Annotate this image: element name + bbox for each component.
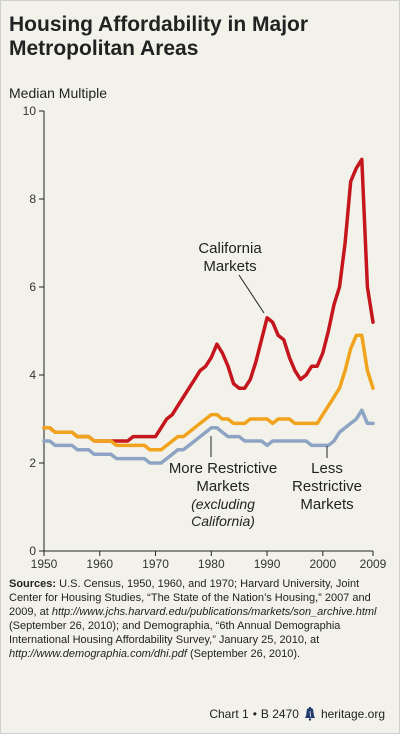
annotation-more-restrictive-note: California) — [191, 513, 255, 529]
chart-title: Housing Affordability in Major Metropoli… — [9, 13, 309, 60]
sources-lead: Sources: — [9, 578, 57, 590]
annotation-more-restrictive-note: (excluding — [191, 496, 255, 512]
x-tick-label: 2000 — [309, 557, 336, 571]
sources-url-1: http://www.jchs.harvard.edu/publications… — [51, 606, 377, 618]
annotation-less-restrictive: Less — [311, 460, 343, 477]
footer-report-id: B 2470 — [260, 707, 299, 721]
y-tick-label: 4 — [29, 368, 36, 382]
line-chart: 0 2 4 6 8 10 1950 1960 1970 1980 1990 2000 2009 Calif… — [23, 104, 387, 571]
annotation-more-restrictive: More Restrictive — [169, 460, 277, 477]
annotation-more-restrictive: Markets — [196, 478, 249, 495]
sources-text-2: (September 26, 2010); and Demographia, “… — [9, 620, 341, 646]
x-tick-label: 1990 — [254, 557, 281, 571]
footer-chart-number: Chart 1 — [209, 707, 249, 721]
sources-url-2: http://www.demographia.com/dhi.pdf — [9, 648, 187, 660]
series-line-california — [42, 157, 375, 443]
annotation-less-restrictive: Markets — [300, 496, 353, 513]
x-tick-label: 1960 — [86, 557, 113, 571]
x-tick-label: 1950 — [31, 557, 58, 571]
annotation-california: California — [198, 240, 262, 257]
y-axis-label: Median Multiple — [9, 85, 108, 101]
y-tick-label: 0 — [29, 544, 36, 558]
series-line-more-restrictive — [42, 333, 375, 452]
x-tick-label: 1980 — [198, 557, 225, 571]
footer-separator: • — [252, 707, 257, 721]
footer: Chart 1 • B 2470 heritage.org — [209, 707, 385, 721]
series-line-less-restrictive — [42, 408, 375, 465]
x-tick-label: 2009 — [360, 557, 387, 571]
annotation-less-restrictive: Restrictive — [292, 478, 362, 495]
x-tick-label: 1970 — [142, 557, 169, 571]
liberty-bell-icon — [304, 707, 315, 721]
sources-note: Sources: U.S. Census, 1950, 1960, and 19… — [9, 577, 391, 661]
sources-text-1: U.S. Census, 1950, 1960, and 1970; Harva… — [9, 578, 371, 618]
y-tick-label: 2 — [29, 456, 36, 470]
annotation-california: Markets — [203, 258, 256, 275]
annotation-pointer-california — [238, 274, 265, 314]
footer-site: heritage.org — [320, 707, 385, 721]
y-tick-label: 8 — [29, 192, 36, 206]
sources-text-3: (September 26, 2010). — [186, 648, 301, 660]
y-tick-label: 10 — [23, 104, 37, 118]
y-tick-label: 6 — [29, 280, 36, 294]
